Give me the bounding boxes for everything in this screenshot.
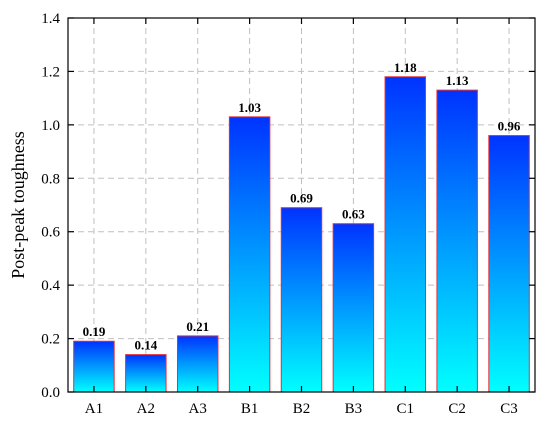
y-tick-label: 0.4 xyxy=(41,278,60,294)
x-tick-label-a1: A1 xyxy=(85,401,103,417)
bar-c3 xyxy=(488,135,530,393)
data-label-a3: 0.21 xyxy=(186,319,209,334)
axes: 0.0 0.2 0.4 0.6 0.8 1.0 1.2 1.4 A1 A2 A3 B1 B2 B3 C1 C2… xyxy=(41,11,535,417)
x-tick-label-b1: B1 xyxy=(241,401,259,417)
bar-a1 xyxy=(73,340,115,393)
data-label-a1: 0.19 xyxy=(83,324,106,339)
data-label-b1: 1.03 xyxy=(238,100,261,115)
y-tick-label: 0.2 xyxy=(41,332,60,348)
y-tick-label: 0.0 xyxy=(41,385,60,401)
x-tick-label-c3: C3 xyxy=(500,401,518,417)
bar-a3 xyxy=(176,335,219,393)
y-axis-title: Post-peak toughness xyxy=(8,131,28,279)
data-label-c2: 1.13 xyxy=(446,73,469,88)
x-tick-label-c1: C1 xyxy=(397,401,415,417)
data-label-c3: 0.96 xyxy=(498,119,521,134)
y-tick-label: 0.8 xyxy=(41,171,60,187)
y-tick-label: 1.0 xyxy=(41,118,60,134)
data-label-b3: 0.63 xyxy=(342,207,365,222)
y-tick-label: 1.4 xyxy=(41,11,60,27)
bar-b2 xyxy=(280,207,323,393)
x-tick-label-b3: B3 xyxy=(345,401,363,417)
x-tick-label-a3: A3 xyxy=(189,401,207,417)
x-tick-label-b2: B2 xyxy=(293,401,311,417)
data-labels: 0.19 0.14 0.21 1.03 0.69 0.63 1.18 1.13 0.96 xyxy=(83,60,521,353)
y-tick-label: 0.6 xyxy=(41,225,60,241)
bar-b3 xyxy=(332,223,375,393)
bars xyxy=(73,76,530,393)
data-label-b2: 0.69 xyxy=(290,191,313,206)
bar-c2 xyxy=(436,89,478,393)
bar-b1 xyxy=(228,116,271,393)
y-tick-label: 1.2 xyxy=(41,64,60,80)
data-label-a2: 0.14 xyxy=(134,338,157,353)
x-tick-label-a2: A2 xyxy=(137,401,155,417)
x-tick-label-c2: C2 xyxy=(448,401,466,417)
data-label-c1: 1.18 xyxy=(394,60,417,75)
bar-c1 xyxy=(384,76,427,393)
